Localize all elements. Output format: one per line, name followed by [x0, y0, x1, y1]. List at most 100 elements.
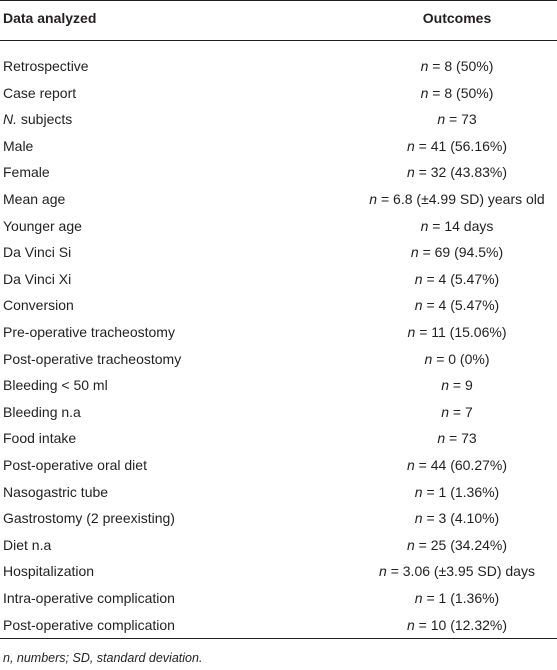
table-cell: n = 73 — [362, 425, 552, 452]
cell-text: = 8 (50%) — [432, 58, 494, 74]
table-row: Female n = 32 (43.83%) — [0, 159, 557, 186]
table-cell: Hospitalization — [3, 563, 95, 580]
table-row: Conversion n = 4 (5.47%) — [0, 292, 557, 319]
table-cell: Nasogastric tube — [3, 483, 109, 500]
cell-symbol: n — [406, 137, 415, 154]
table-cell: n = 44 (60.27%) — [362, 452, 552, 479]
table-row: Diet n.a n = 25 (34.24%) — [0, 532, 557, 559]
table-cell: Da Vinci Xi — [3, 270, 72, 287]
cell-text: = 73 — [449, 111, 477, 128]
table-cell: Post-operative oral diet — [3, 457, 147, 473]
table-row: Mean age n = 6.8 (±4.99 SD) years old — [0, 186, 557, 213]
table-cell: Younger age — [3, 217, 82, 234]
cell-text: = 6.8 (±4.99 SD) years old — [380, 191, 545, 207]
cell-text: = 3.06 (±3.95 SD) days — [390, 563, 535, 580]
header-rule — [0, 40, 557, 41]
cell-text: = 3 (4.10%) — [426, 510, 500, 527]
cell-text: = 1 (1.36%) — [426, 590, 500, 606]
table-row: Da Vinci Xi n = 4 (5.47%) — [0, 266, 557, 293]
table-row: Food intake n = 73 — [0, 425, 557, 452]
table-row: Case report n = 8 (50%) — [0, 80, 557, 107]
cell-symbol: n — [441, 403, 450, 420]
table-cell: n = 6.8 (±4.99 SD) years old — [362, 186, 552, 213]
table-cell: N. subjects — [3, 106, 72, 133]
cell-symbol: n — [437, 111, 446, 128]
cell-symbol: n — [420, 58, 429, 74]
table-row: Gastrostomy (2 preexisting) n = 3 (4.10%) — [0, 505, 557, 532]
table-cell: n = 0 (0%) — [362, 346, 552, 373]
table-cell: Conversion — [3, 297, 74, 314]
table-cell: Mean age — [3, 191, 66, 207]
table-cell: n = 32 (43.83%) — [362, 159, 552, 186]
bottom-rule — [0, 638, 557, 639]
table-cell: n = 3.06 (±3.95 SD) days — [362, 558, 552, 585]
cell-text: = 73 — [449, 430, 477, 447]
table-cell: Case report — [3, 84, 77, 101]
table-cell: n = 14 days — [362, 213, 552, 240]
table-cell: Post-operative tracheostomy — [3, 350, 182, 367]
cell-symbol: n — [437, 430, 446, 447]
cell-symbol: n — [407, 324, 416, 340]
cell-text: = 69 (94.5%) — [422, 244, 504, 261]
cell-symbol: n — [441, 377, 450, 394]
table-row: Post-operative oral diet n = 44 (60.27%) — [0, 452, 557, 479]
table-row: Younger age n = 14 days — [0, 213, 557, 240]
cell-symbol: n — [414, 510, 423, 527]
cell-symbol: n — [369, 191, 378, 207]
table-row: Male n = 41 (56.16%) — [0, 133, 557, 160]
cell-text: = 41 (56.16%) — [418, 137, 508, 154]
footnote: n, numbers; SD, standard deviation. — [3, 651, 203, 665]
cell-symbol: n — [424, 350, 433, 367]
cell-text: = 44 (60.27%) — [418, 457, 508, 473]
cell-symbol: n — [406, 616, 415, 633]
table-row: Retrospective n = 8 (50%) — [0, 53, 557, 80]
table-cell: n = 9 — [362, 372, 552, 399]
cell-symbol: n — [420, 217, 429, 234]
table-cell: n = 4 (5.47%) — [362, 292, 552, 319]
cell-text: = 25 (34.24%) — [418, 536, 508, 553]
table-cell: Gastrostomy (2 preexisting) — [3, 510, 175, 527]
table-cell: Diet n.a — [3, 536, 52, 553]
cell-text: = 7 — [452, 403, 473, 420]
table-cell: Da Vinci Si — [3, 244, 72, 261]
cell-symbol: n — [414, 483, 423, 500]
table-row: Intra-operative complication n = 1 (1.36%… — [0, 585, 557, 612]
table-cell: n = 4 (5.47%) — [362, 266, 552, 293]
table-row: Pre-operative tracheostomy n = 11 (15.06%… — [0, 319, 557, 346]
table-cell: n = 41 (56.16%) — [362, 133, 552, 160]
top-rule — [0, 0, 557, 1]
table-row: Nasogastric tube n = 1 (1.36%) — [0, 479, 557, 506]
table-cell: n = 1 (1.36%) — [362, 479, 552, 506]
cell-symbol: n — [410, 244, 419, 261]
table-row: Da Vinci Si n = 69 (94.5%) — [0, 239, 557, 266]
cell-text: subjects — [20, 111, 73, 128]
table-row: Post-operative complication n = 10 (12.32… — [0, 612, 557, 639]
cell-symbol: n — [406, 457, 415, 473]
cell-symbol: n — [414, 590, 423, 606]
cell-symbol: n — [414, 297, 423, 314]
table-cell: Male — [3, 137, 34, 154]
cell-text: = 8 (50%) — [432, 84, 494, 101]
cell-symbol: n — [379, 563, 387, 580]
table-cell: n = 73 — [362, 106, 552, 133]
table-cell: Bleeding < 50 ml — [3, 377, 108, 394]
table-cell: n = 25 (34.24%) — [362, 532, 552, 559]
table-cell: n = 8 (50%) — [362, 80, 552, 107]
cell-text: = 32 (43.83%) — [418, 164, 508, 181]
table-cell: Female — [3, 164, 50, 181]
cell-text: = 4 (5.47%) — [426, 270, 500, 287]
table-cell: n = 10 (12.32%) — [362, 612, 552, 639]
table-cell: Food intake — [3, 430, 77, 447]
table-cell: Retrospective — [3, 58, 89, 74]
cell-symbol: n — [414, 270, 423, 287]
table-row: Hospitalization n = 3.06 (±3.95 SD) days — [0, 558, 557, 585]
header-cell: Data analyzed — [3, 10, 97, 26]
table-cell: Bleeding n.a — [3, 403, 81, 420]
cell-symbol: N. — [3, 111, 17, 128]
table-cell: n = 1 (1.36%) — [362, 585, 552, 612]
table-cell: n = 7 — [362, 399, 552, 426]
table-row: N. subjects n = 73 — [0, 106, 557, 133]
cell-symbol: n — [406, 536, 415, 553]
cell-symbol: n — [420, 84, 429, 101]
